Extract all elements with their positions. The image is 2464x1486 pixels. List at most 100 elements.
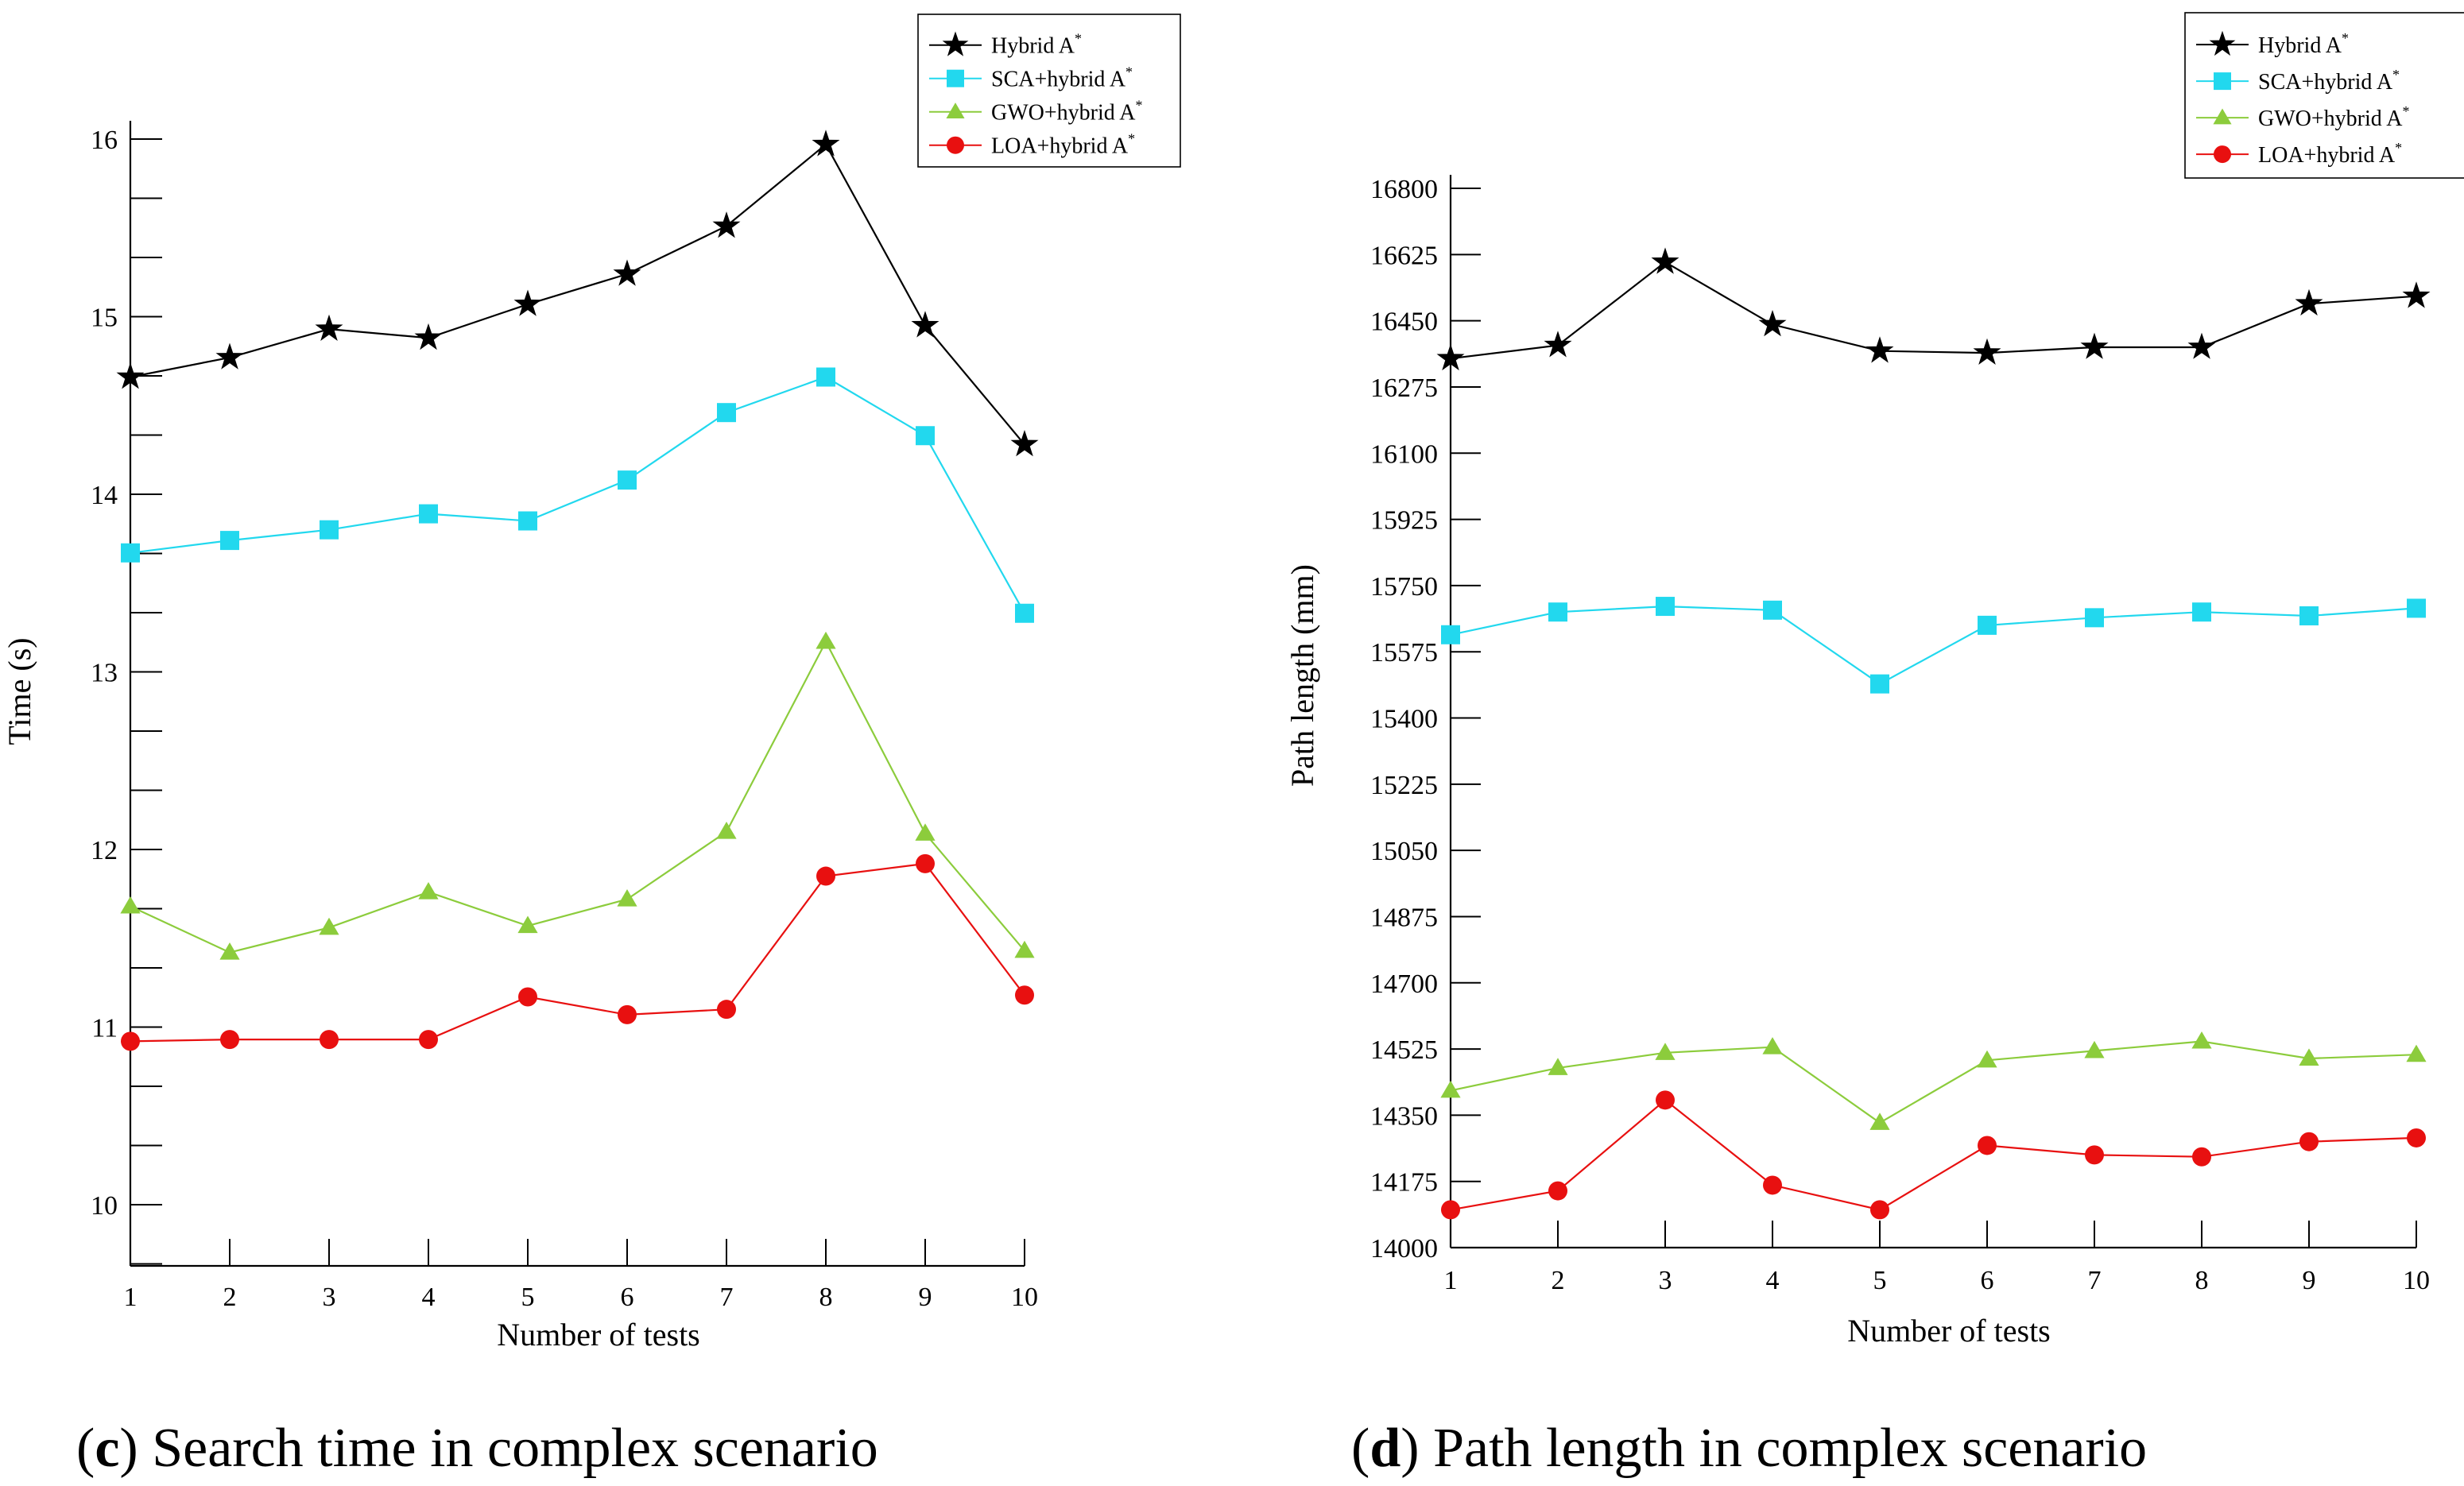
data-point — [2299, 1132, 2319, 1151]
caption-close: ) — [1401, 1418, 1433, 1479]
data-point — [1973, 338, 2001, 365]
data-point — [2299, 606, 2319, 625]
data-point — [2187, 332, 2216, 359]
data-point — [1548, 1058, 1568, 1075]
series-triangle — [120, 631, 1035, 960]
caption: (c) Search time in complex scenario — [76, 1418, 878, 1479]
data-point — [2406, 1044, 2427, 1062]
y-tick-label: 14875 — [1370, 903, 1438, 932]
legend: Hybrid A*SCA+hybrid A*GWO+hybrid A*LOA+h… — [917, 14, 1181, 168]
x-tick-label: 7 — [720, 1283, 734, 1312]
data-point — [916, 853, 935, 873]
data-point — [419, 1030, 438, 1050]
legend-label-sup: * — [1075, 31, 1082, 47]
series-line — [1450, 605, 2417, 685]
caption-text: Path length in complex scenario — [1433, 1418, 2147, 1479]
legend-marker — [2209, 30, 2236, 56]
data-point — [2295, 288, 2323, 316]
y-axis-label: Path length (mm) — [1284, 564, 1320, 787]
legend-label-sup: * — [1125, 64, 1133, 80]
data-point — [1440, 1080, 1461, 1098]
data-point — [1869, 1113, 1890, 1130]
legend-label-sup: * — [2342, 30, 2349, 46]
legend-label-sup: * — [2402, 103, 2409, 119]
y-axis-label: Time (s) — [2, 637, 37, 745]
x-tick-label: 3 — [323, 1283, 336, 1312]
data-point — [2192, 1147, 2211, 1167]
x-tick-label: 4 — [422, 1283, 436, 1312]
data-point — [618, 470, 637, 490]
y-tick-label: 14175 — [1370, 1168, 1438, 1198]
y-tick-label: 14000 — [1370, 1234, 1438, 1263]
legend-marker — [2214, 145, 2231, 164]
data-point — [916, 426, 935, 446]
x-tick-label: 7 — [2088, 1266, 2102, 1295]
data-point — [319, 917, 339, 935]
y-tick-label: 14350 — [1370, 1101, 1438, 1131]
legend-label-text: LOA+hybrid A — [2258, 143, 2396, 168]
series-triangle — [1440, 1031, 2427, 1130]
data-point — [518, 511, 537, 531]
x-tick-label: 10 — [2403, 1266, 2430, 1295]
data-point — [215, 342, 244, 370]
legend-label: SCA+hybrid A* — [2258, 67, 2400, 95]
legend-label-text: Hybrid A — [991, 34, 1075, 59]
data-point — [2084, 1040, 2105, 1058]
series-line — [130, 640, 1025, 954]
data-point — [717, 403, 736, 423]
data-point — [414, 323, 443, 350]
data-point — [1978, 615, 1997, 635]
data-point — [2080, 332, 2109, 359]
data-point — [1441, 625, 1460, 644]
data-point — [1651, 247, 1679, 274]
data-point — [513, 289, 542, 316]
legend-marker — [946, 103, 965, 118]
series-line — [130, 862, 1025, 1043]
y-tick-label: 16100 — [1370, 439, 1438, 469]
legend-label: Hybrid A* — [991, 31, 1082, 59]
data-point — [1015, 985, 1034, 1005]
data-point — [1763, 1175, 1782, 1195]
data-point — [419, 504, 438, 524]
data-point — [2085, 1145, 2104, 1165]
data-point — [1655, 1043, 1676, 1060]
legend-marker — [2214, 72, 2231, 91]
data-point — [1544, 331, 1572, 358]
legend-marker — [947, 136, 964, 154]
data-point — [121, 1031, 140, 1051]
legend-marker — [942, 31, 969, 56]
data-point — [618, 1004, 637, 1024]
data-point — [315, 314, 343, 341]
data-point — [1656, 1090, 1675, 1110]
y-tick-label: 15400 — [1370, 705, 1438, 734]
x-tick-label: 5 — [1873, 1266, 1887, 1295]
y-tick-label: 15925 — [1370, 506, 1438, 536]
y-tick-label: 16800 — [1370, 175, 1438, 204]
legend-label: SCA+hybrid A* — [991, 64, 1133, 92]
data-point — [1865, 336, 1894, 363]
data-point — [518, 987, 537, 1007]
legend-label: LOA+hybrid A* — [991, 131, 1135, 159]
data-point — [1010, 430, 1039, 457]
y-tick-label: 15575 — [1370, 638, 1438, 668]
y-tick-label: 15 — [91, 304, 118, 333]
series-line — [1450, 261, 2417, 360]
data-point — [2192, 602, 2211, 622]
data-point — [816, 367, 835, 387]
x-tick-label: 8 — [2195, 1266, 2209, 1295]
y-tick-label: 15750 — [1370, 572, 1438, 602]
legend-label: Hybrid A* — [2258, 30, 2349, 58]
legend-label-text: SCA+hybrid A — [2258, 70, 2393, 95]
data-point — [1015, 603, 1034, 623]
legend-label: LOA+hybrid A* — [2258, 140, 2402, 168]
chart-panel-d: 1 2 3 4 5 6 7 8 9 10 14000 14175 14350 14525 14700 1487… — [1284, 12, 2464, 1479]
legend-label-sup: * — [2392, 67, 2400, 83]
x-tick-label: 2 — [223, 1283, 237, 1312]
legend-label-sup: * — [1135, 98, 1142, 114]
y-tick-label: 16275 — [1370, 373, 1438, 403]
y-tick-label: 14525 — [1370, 1035, 1438, 1065]
x-tick-label: 6 — [1981, 1266, 1994, 1295]
